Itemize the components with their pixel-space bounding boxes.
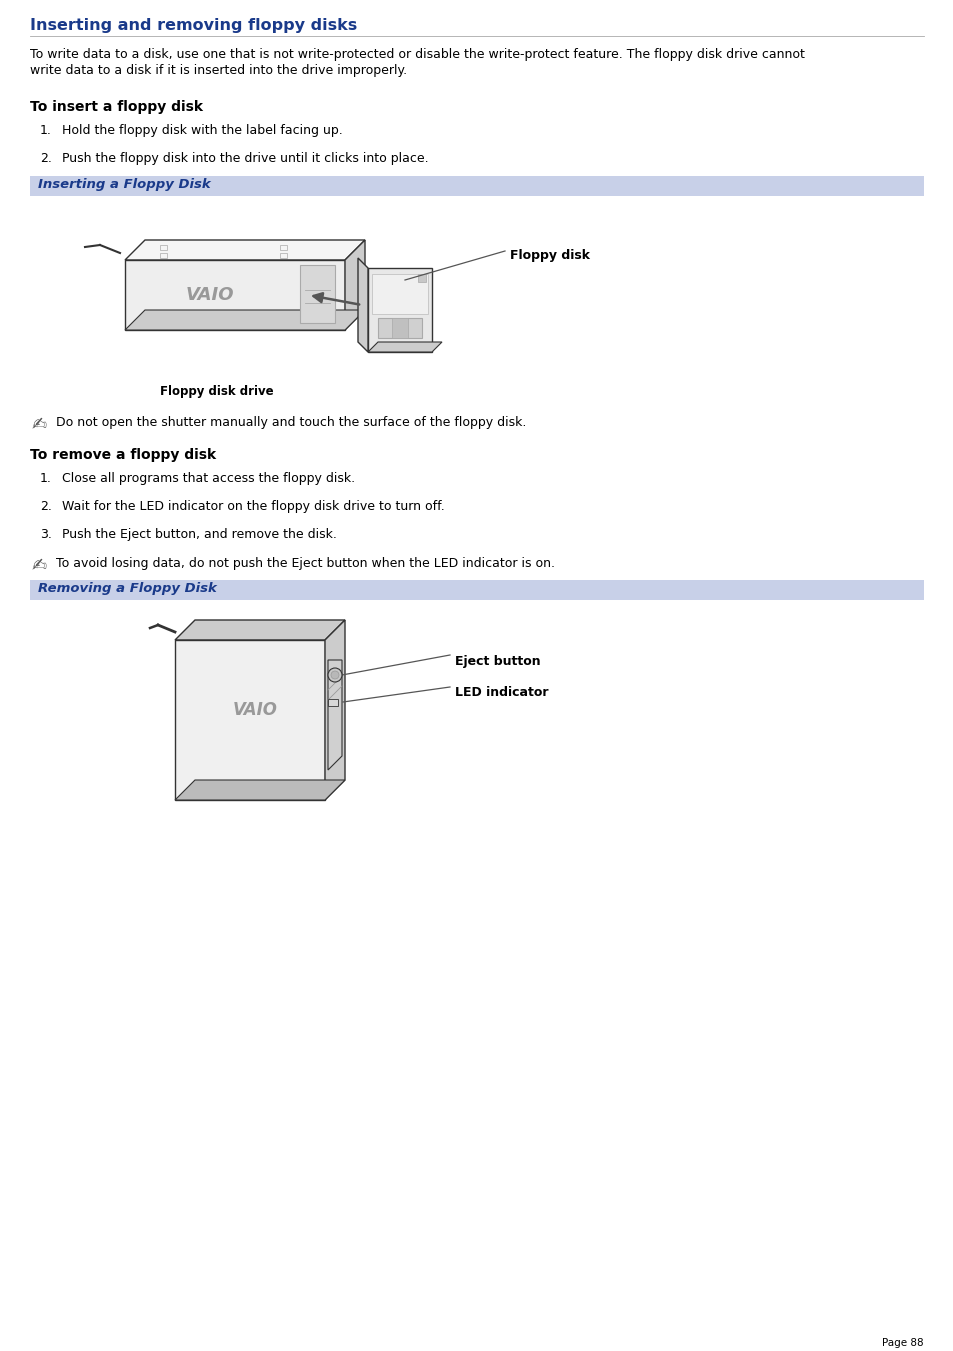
- Text: Push the Eject button, and remove the disk.: Push the Eject button, and remove the di…: [62, 528, 336, 540]
- Text: 1.: 1.: [40, 471, 51, 485]
- Text: 3.: 3.: [40, 528, 51, 540]
- Bar: [417, 274, 426, 282]
- Text: Page 88: Page 88: [882, 1337, 923, 1348]
- Polygon shape: [174, 780, 345, 800]
- Text: Do not open the shutter manually and touch the surface of the floppy disk.: Do not open the shutter manually and tou…: [56, 416, 526, 430]
- Bar: [299, 265, 335, 323]
- Bar: [280, 245, 287, 250]
- Text: Removing a Floppy Disk: Removing a Floppy Disk: [38, 582, 216, 594]
- Text: Push the floppy disk into the drive until it clicks into place.: Push the floppy disk into the drive unti…: [62, 153, 428, 165]
- Polygon shape: [174, 640, 325, 800]
- Polygon shape: [325, 620, 345, 800]
- Bar: [160, 253, 167, 258]
- Circle shape: [328, 667, 341, 682]
- Text: Wait for the LED indicator on the floppy disk drive to turn off.: Wait for the LED indicator on the floppy…: [62, 500, 444, 513]
- Bar: [377, 317, 421, 338]
- Text: To remove a floppy disk: To remove a floppy disk: [30, 449, 216, 462]
- Polygon shape: [174, 620, 345, 640]
- Text: VAIO: VAIO: [186, 286, 234, 304]
- Circle shape: [331, 671, 338, 680]
- Text: Hold the floppy disk with the label facing up.: Hold the floppy disk with the label faci…: [62, 124, 342, 136]
- Text: 2.: 2.: [40, 153, 51, 165]
- Text: ✍: ✍: [32, 415, 47, 434]
- Bar: [30, 580, 923, 600]
- Polygon shape: [368, 342, 441, 353]
- Bar: [392, 317, 408, 338]
- Polygon shape: [345, 240, 365, 330]
- Text: 1.: 1.: [40, 124, 51, 136]
- Text: Inserting a Floppy Disk: Inserting a Floppy Disk: [38, 178, 211, 190]
- Text: Close all programs that access the floppy disk.: Close all programs that access the flopp…: [62, 471, 355, 485]
- Text: LED indicator: LED indicator: [455, 686, 548, 700]
- Bar: [30, 176, 923, 196]
- Text: Inserting and removing floppy disks: Inserting and removing floppy disks: [30, 18, 356, 32]
- Text: To write data to a disk, use one that is not write-protected or disable the writ: To write data to a disk, use one that is…: [30, 49, 804, 61]
- Bar: [372, 274, 428, 313]
- Polygon shape: [328, 661, 341, 770]
- Polygon shape: [125, 309, 365, 330]
- Bar: [280, 253, 287, 258]
- Text: ✍: ✍: [32, 557, 47, 574]
- Text: Floppy disk drive: Floppy disk drive: [160, 385, 274, 399]
- Text: To insert a floppy disk: To insert a floppy disk: [30, 100, 203, 113]
- Polygon shape: [357, 258, 368, 353]
- Text: 2.: 2.: [40, 500, 51, 513]
- Polygon shape: [368, 267, 432, 353]
- Polygon shape: [125, 259, 345, 330]
- Text: To avoid losing data, do not push the Eject button when the LED indicator is on.: To avoid losing data, do not push the Ej…: [56, 557, 555, 570]
- Text: VAIO: VAIO: [233, 701, 277, 719]
- Bar: [160, 245, 167, 250]
- Text: Floppy disk: Floppy disk: [510, 250, 589, 262]
- Polygon shape: [125, 240, 365, 259]
- Text: Eject button: Eject button: [455, 654, 540, 667]
- Bar: [328, 698, 337, 707]
- Text: write data to a disk if it is inserted into the drive improperly.: write data to a disk if it is inserted i…: [30, 63, 407, 77]
